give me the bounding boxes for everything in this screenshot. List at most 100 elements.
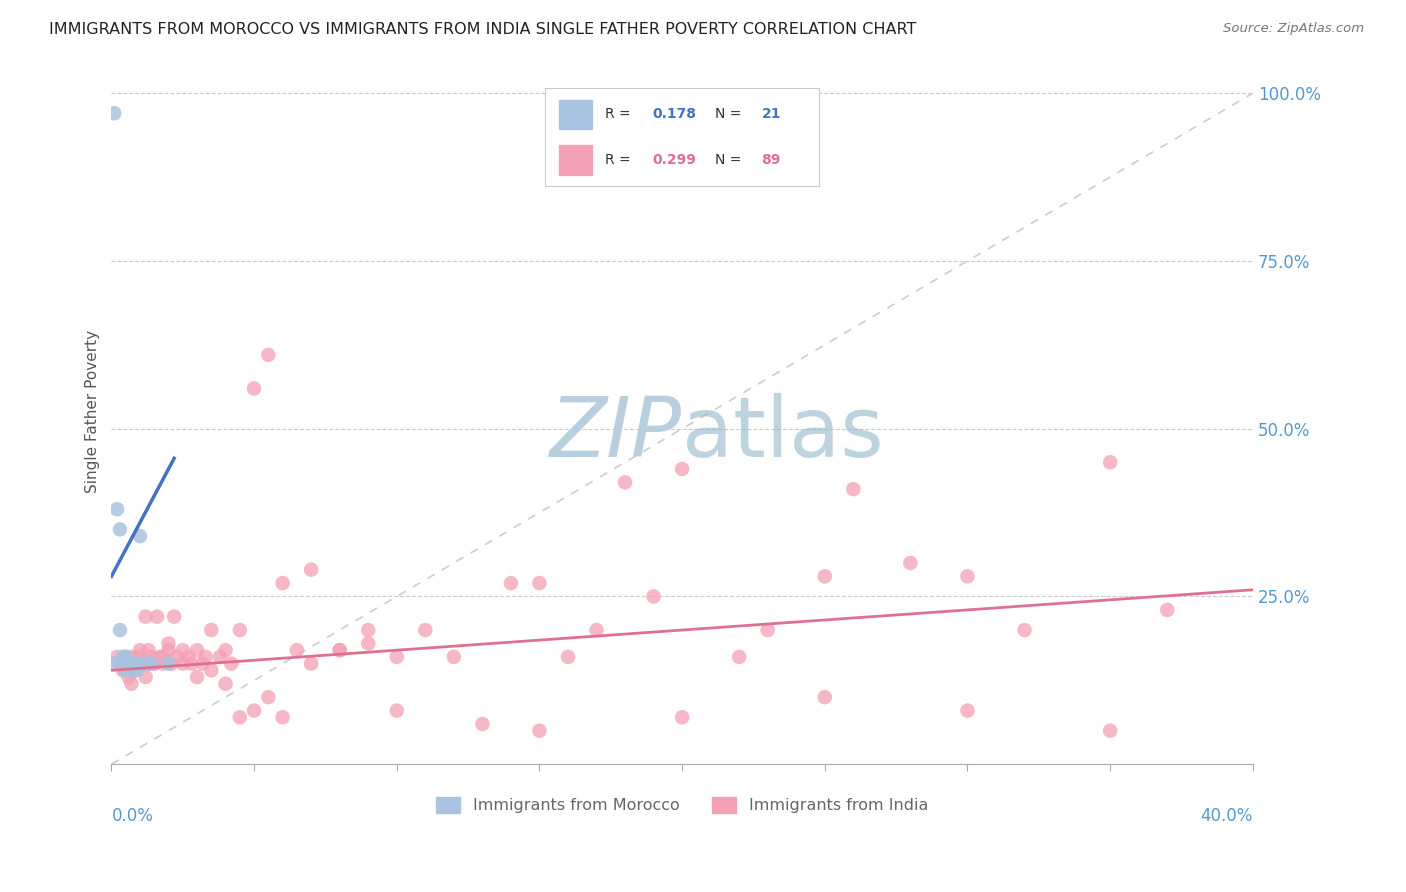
Point — [643, 590, 665, 604]
Point — [129, 657, 152, 671]
Point — [499, 576, 522, 591]
Point — [299, 563, 322, 577]
Point — [138, 657, 160, 671]
Point — [141, 649, 163, 664]
Point — [614, 475, 637, 490]
Point — [257, 690, 280, 705]
Point — [814, 569, 837, 583]
Point — [1099, 723, 1122, 738]
Point — [357, 636, 380, 650]
Point — [285, 643, 308, 657]
Point — [114, 649, 136, 664]
Point — [157, 657, 180, 671]
Point — [229, 710, 252, 724]
Point — [122, 657, 145, 671]
Point — [956, 704, 979, 718]
Point — [172, 643, 194, 657]
Point — [157, 636, 180, 650]
Point — [186, 643, 208, 657]
Point — [103, 657, 125, 671]
Legend: Immigrants from Morocco, Immigrants from India: Immigrants from Morocco, Immigrants from… — [430, 790, 934, 820]
Point — [385, 704, 408, 718]
Point — [200, 623, 222, 637]
Point — [180, 657, 202, 671]
Point — [149, 649, 172, 664]
Point — [135, 609, 157, 624]
Point — [114, 657, 136, 671]
Point — [163, 609, 186, 624]
Point — [117, 657, 139, 671]
Point — [120, 663, 142, 677]
Point — [111, 663, 134, 677]
Text: IMMIGRANTS FROM MOROCCO VS IMMIGRANTS FROM INDIA SINGLE FATHER POVERTY CORRELATI: IMMIGRANTS FROM MOROCCO VS IMMIGRANTS FR… — [49, 22, 917, 37]
Point — [117, 657, 139, 671]
Point — [329, 643, 352, 657]
Point — [157, 643, 180, 657]
Point — [186, 670, 208, 684]
Point — [214, 643, 236, 657]
Point — [671, 462, 693, 476]
Point — [214, 677, 236, 691]
Text: 40.0%: 40.0% — [1201, 806, 1253, 824]
Point — [271, 710, 294, 724]
Point — [117, 670, 139, 684]
Point — [529, 723, 551, 738]
Point — [132, 657, 155, 671]
Point — [1099, 455, 1122, 469]
Point — [117, 657, 139, 671]
Point — [842, 482, 865, 496]
Point — [208, 649, 231, 664]
Point — [127, 663, 149, 677]
Point — [129, 643, 152, 657]
Point — [111, 649, 134, 664]
Point — [529, 576, 551, 591]
Point — [114, 649, 136, 664]
Point — [194, 649, 217, 664]
Point — [219, 657, 242, 671]
Point — [1014, 623, 1036, 637]
Point — [166, 649, 188, 664]
Point — [243, 704, 266, 718]
Point — [132, 657, 155, 671]
Point — [108, 522, 131, 536]
Point — [114, 663, 136, 677]
Point — [191, 657, 214, 671]
Point — [143, 657, 166, 671]
Point — [900, 556, 922, 570]
Point — [127, 657, 149, 671]
Point — [120, 649, 142, 664]
Point — [111, 657, 134, 671]
Point — [956, 569, 979, 583]
Point — [143, 657, 166, 671]
Point — [160, 657, 183, 671]
Point — [105, 649, 128, 664]
Point — [177, 649, 200, 664]
Point — [122, 663, 145, 677]
Point — [114, 663, 136, 677]
Point — [257, 348, 280, 362]
Point — [122, 663, 145, 677]
Text: atlas: atlas — [682, 392, 884, 474]
Point — [329, 643, 352, 657]
Point — [114, 657, 136, 671]
Point — [728, 649, 751, 664]
Point — [108, 623, 131, 637]
Point — [413, 623, 436, 637]
Point — [443, 649, 465, 664]
Point — [122, 657, 145, 671]
Point — [172, 657, 194, 671]
Point — [141, 657, 163, 671]
Point — [108, 657, 131, 671]
Point — [103, 106, 125, 120]
Point — [152, 649, 174, 664]
Text: Source: ZipAtlas.com: Source: ZipAtlas.com — [1223, 22, 1364, 36]
Y-axis label: Single Father Poverty: Single Father Poverty — [86, 330, 100, 493]
Text: ZIP: ZIP — [550, 392, 682, 474]
Point — [671, 710, 693, 724]
Point — [105, 502, 128, 516]
Point — [200, 663, 222, 677]
Point — [557, 649, 579, 664]
Point — [299, 657, 322, 671]
Point — [471, 717, 494, 731]
Point — [152, 657, 174, 671]
